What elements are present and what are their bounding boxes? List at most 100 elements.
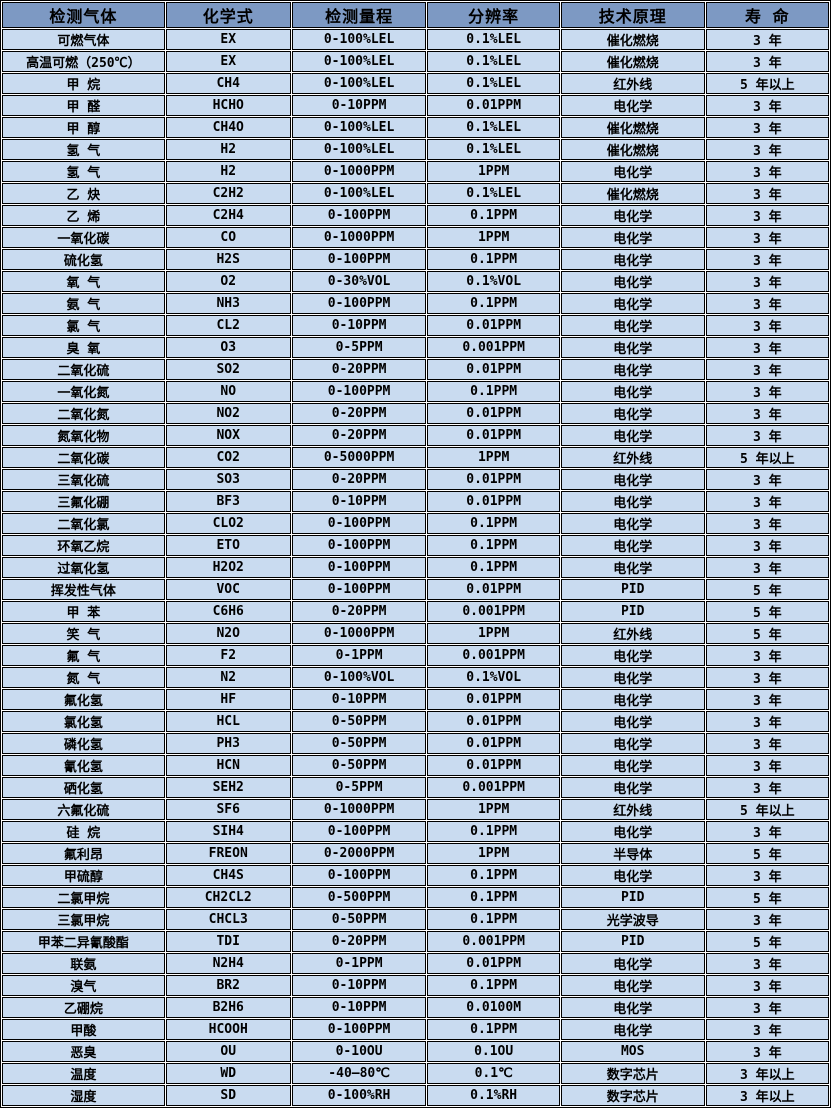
life-cell: 3 年 bbox=[705, 117, 829, 138]
table-row: 二氧化硫 SO2 0-20PPM 0.01PPM 电化学 3 年 bbox=[2, 359, 829, 380]
gas-cell: 二氧化硫 bbox=[2, 359, 165, 380]
table-row: 氨 气 NH3 0-100PPM 0.1PPM 电化学 3 年 bbox=[2, 293, 829, 314]
resolution-cell: 0.01PPM bbox=[427, 95, 560, 116]
formula-cell: BR2 bbox=[165, 975, 291, 996]
formula-cell: O2 bbox=[165, 271, 291, 292]
life-cell: 3 年 bbox=[705, 1041, 829, 1062]
resolution-cell: 0.01PPM bbox=[427, 425, 560, 446]
life-cell: 5 年 bbox=[705, 843, 829, 864]
principle-cell: 电化学 bbox=[560, 557, 705, 578]
resolution-cell: 0.1%VOL bbox=[427, 667, 560, 688]
life-cell: 3 年 bbox=[705, 1019, 829, 1040]
gas-cell: 二氧化氮 bbox=[2, 403, 165, 424]
resolution-cell: 0.01PPM bbox=[427, 403, 560, 424]
table-row: 温度 WD -40—80℃ 0.1℃ 数字芯片 3 年以上 bbox=[2, 1063, 829, 1084]
gas-cell: 磷化氢 bbox=[2, 733, 165, 754]
formula-cell: TDI bbox=[165, 931, 291, 952]
table-row: 氯 气 CL2 0-10PPM 0.01PPM 电化学 3 年 bbox=[2, 315, 829, 336]
resolution-cell: 0.01PPM bbox=[427, 469, 560, 490]
table-row: 湿度 SD 0-100%RH 0.1%RH 数字芯片 3 年以上 bbox=[2, 1085, 829, 1106]
life-cell: 3 年 bbox=[705, 227, 829, 248]
resolution-cell: 0.1OU bbox=[427, 1041, 560, 1062]
table-row: 氰化氢 HCN 0-50PPM 0.01PPM 电化学 3 年 bbox=[2, 755, 829, 776]
resolution-cell: 0.1%LEL bbox=[427, 183, 560, 204]
formula-cell: B2H6 bbox=[165, 997, 291, 1018]
gas-cell: 三氧化硫 bbox=[2, 469, 165, 490]
table-row: 氯化氢 HCL 0-50PPM 0.01PPM 电化学 3 年 bbox=[2, 711, 829, 732]
formula-cell: CH4O bbox=[165, 117, 291, 138]
gas-cell: 氯 气 bbox=[2, 315, 165, 336]
range-cell: 0-50PPM bbox=[291, 909, 427, 930]
range-cell: 0-10PPM bbox=[291, 95, 427, 116]
principle-cell: 电化学 bbox=[560, 95, 705, 116]
resolution-cell: 1PPM bbox=[427, 227, 560, 248]
resolution-cell: 0.01PPM bbox=[427, 755, 560, 776]
resolution-cell: 1PPM bbox=[427, 843, 560, 864]
life-cell: 3 年 bbox=[705, 403, 829, 424]
gas-cell: 过氧化氢 bbox=[2, 557, 165, 578]
range-cell: 0-5000PPM bbox=[291, 447, 427, 468]
life-cell: 5 年 bbox=[705, 601, 829, 622]
table-row: 硅 烷 SIH4 0-100PPM 0.1PPM 电化学 3 年 bbox=[2, 821, 829, 842]
resolution-cell: 0.01PPM bbox=[427, 689, 560, 710]
formula-cell: SO3 bbox=[165, 469, 291, 490]
gas-cell: 一氧化碳 bbox=[2, 227, 165, 248]
range-cell: 0-100PPM bbox=[291, 579, 427, 600]
principle-cell: PID bbox=[560, 887, 705, 908]
formula-cell: CHCL3 bbox=[165, 909, 291, 930]
life-cell: 3 年 bbox=[705, 271, 829, 292]
formula-cell: C6H6 bbox=[165, 601, 291, 622]
principle-cell: 光学波导 bbox=[560, 909, 705, 930]
table-row: 硒化氢 SEH2 0-5PPM 0.001PPM 电化学 3 年 bbox=[2, 777, 829, 798]
range-cell: 0-100PPM bbox=[291, 557, 427, 578]
gas-cell: 联氨 bbox=[2, 953, 165, 974]
table-row: 硫化氢 H2S 0-100PPM 0.1PPM 电化学 3 年 bbox=[2, 249, 829, 270]
gas-cell: 甲 苯 bbox=[2, 601, 165, 622]
table-row: 氟化氢 HF 0-10PPM 0.01PPM 电化学 3 年 bbox=[2, 689, 829, 710]
range-cell: 0-5PPM bbox=[291, 777, 427, 798]
formula-cell: BF3 bbox=[165, 491, 291, 512]
range-cell: 0-100%VOL bbox=[291, 667, 427, 688]
resolution-cell: 0.1PPM bbox=[427, 293, 560, 314]
life-cell: 3 年 bbox=[705, 51, 829, 72]
resolution-cell: 0.001PPM bbox=[427, 645, 560, 666]
life-cell: 3 年 bbox=[705, 777, 829, 798]
life-cell: 3 年 bbox=[705, 315, 829, 336]
life-cell: 5 年 bbox=[705, 887, 829, 908]
formula-cell: WD bbox=[165, 1063, 291, 1084]
principle-cell: 电化学 bbox=[560, 293, 705, 314]
gas-cell: 硫化氢 bbox=[2, 249, 165, 270]
table-row: 高温可燃（250℃） EX 0-100%LEL 0.1%LEL 催化燃烧 3 年 bbox=[2, 51, 829, 72]
table-row: 乙 烯 C2H4 0-100PPM 0.1PPM 电化学 3 年 bbox=[2, 205, 829, 226]
gas-cell: 氰化氢 bbox=[2, 755, 165, 776]
formula-cell: NH3 bbox=[165, 293, 291, 314]
resolution-cell: 0.1PPM bbox=[427, 205, 560, 226]
range-cell: 0-50PPM bbox=[291, 733, 427, 754]
resolution-cell: 0.1%LEL bbox=[427, 117, 560, 138]
range-cell: 0-20PPM bbox=[291, 601, 427, 622]
formula-cell: NO bbox=[165, 381, 291, 402]
gas-cell: 甲 烷 bbox=[2, 73, 165, 94]
resolution-cell: 0.1PPM bbox=[427, 887, 560, 908]
resolution-cell: 0.001PPM bbox=[427, 337, 560, 358]
gas-cell: 硒化氢 bbox=[2, 777, 165, 798]
gas-cell: 乙 炔 bbox=[2, 183, 165, 204]
range-cell: 0-30%VOL bbox=[291, 271, 427, 292]
gas-cell: 氢 气 bbox=[2, 161, 165, 182]
principle-cell: 电化学 bbox=[560, 733, 705, 754]
principle-cell: 数字芯片 bbox=[560, 1063, 705, 1084]
gas-cell: 氯化氢 bbox=[2, 711, 165, 732]
formula-cell: N2O bbox=[165, 623, 291, 644]
table-body: 可燃气体 EX 0-100%LEL 0.1%LEL 催化燃烧 3 年高温可燃（250℃） E… bbox=[2, 29, 829, 1106]
table-row: 二氧化氯 CLO2 0-100PPM 0.1PPM 电化学 3 年 bbox=[2, 513, 829, 534]
principle-cell: 电化学 bbox=[560, 403, 705, 424]
range-cell: 0-100PPM bbox=[291, 513, 427, 534]
formula-cell: CH4S bbox=[165, 865, 291, 886]
resolution-cell: 0.1PPM bbox=[427, 1019, 560, 1040]
formula-cell: ETO bbox=[165, 535, 291, 556]
gas-cell: 二氯甲烷 bbox=[2, 887, 165, 908]
resolution-cell: 0.0100M bbox=[427, 997, 560, 1018]
life-cell: 3 年 bbox=[705, 95, 829, 116]
range-cell: 0-50PPM bbox=[291, 755, 427, 776]
formula-cell: HF bbox=[165, 689, 291, 710]
